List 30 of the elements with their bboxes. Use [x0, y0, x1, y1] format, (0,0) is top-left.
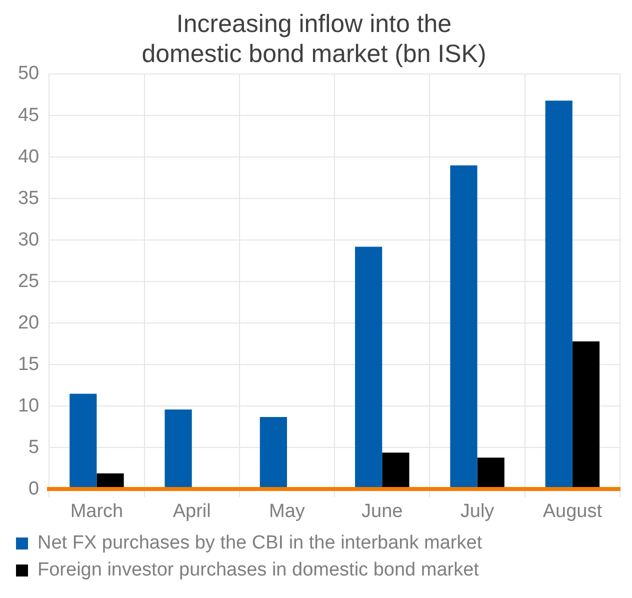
y-tick-label: 0 — [28, 478, 40, 500]
x-tick-label: August — [542, 500, 603, 522]
y-tick-label: 5 — [28, 436, 40, 458]
x-tick-label: April — [172, 500, 211, 522]
y-tick-label: 15 — [18, 354, 40, 375]
chart-title: Increasing inflow into the domestic bond market (bn ISK) — [142, 10, 486, 68]
y-tick-label: 45 — [18, 104, 40, 126]
y-tick-label: 10 — [18, 395, 40, 416]
x-tick-label: May — [269, 500, 306, 522]
bar — [96, 473, 124, 489]
legend-label: Foreign investor purchases in domestic bond market — [38, 560, 480, 581]
y-tick-label: 40 — [18, 146, 40, 168]
x-tick-label: July — [460, 500, 495, 522]
bar — [355, 246, 382, 489]
x-tick-label: June — [362, 500, 403, 522]
bar — [260, 416, 287, 489]
y-tick-label: 35 — [18, 188, 40, 209]
bar — [450, 165, 478, 489]
y-tick-label: 20 — [18, 312, 40, 334]
legend-label: Net FX purchases by the CBI in the interbank market — [38, 532, 483, 554]
y-tick-label: 30 — [18, 229, 40, 250]
x-tick-label: March — [70, 500, 124, 522]
y-tick-label: 25 — [18, 270, 40, 292]
bar — [382, 452, 410, 489]
bar — [545, 100, 572, 489]
bar — [477, 458, 504, 489]
bar — [70, 394, 97, 489]
bar — [164, 409, 192, 489]
y-tick-label: 50 — [18, 63, 40, 84]
bar — [572, 341, 600, 489]
